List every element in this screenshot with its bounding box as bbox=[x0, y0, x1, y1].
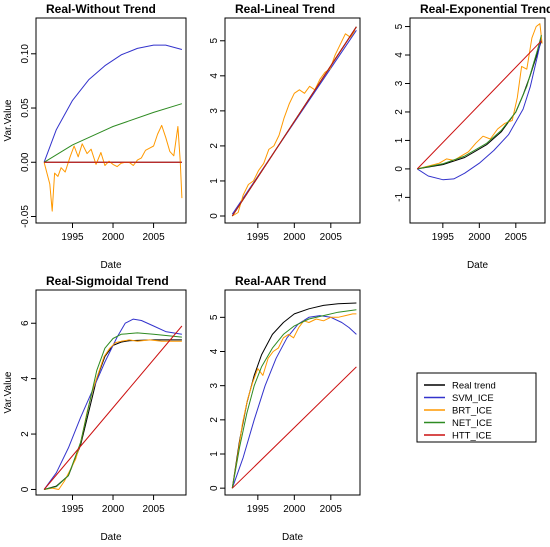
y-tick-label: 1 bbox=[209, 451, 220, 457]
y-axis-label: Var.Value bbox=[3, 99, 14, 141]
y-tick-label: 0 bbox=[20, 486, 31, 492]
series-line-svm-ice bbox=[43, 44, 183, 163]
legend-label: Real trend bbox=[452, 381, 496, 392]
series-line-svm-ice bbox=[231, 315, 357, 489]
y-tick-label: 0 bbox=[209, 213, 220, 219]
y-tick-label: 4 bbox=[209, 73, 220, 79]
x-tick-label: 1995 bbox=[61, 504, 84, 515]
y-tick-label: 4 bbox=[209, 348, 220, 354]
series-line-htt-ice bbox=[43, 325, 183, 490]
y-tick-label: 6 bbox=[20, 320, 31, 326]
y-tick-label: 2 bbox=[20, 431, 31, 437]
series-line-brt-ice bbox=[232, 30, 356, 217]
y-tick-label: 1 bbox=[209, 178, 220, 184]
x-tick-label: 1995 bbox=[247, 232, 270, 243]
plot-frame bbox=[35, 17, 187, 224]
x-tick-label: 2005 bbox=[320, 232, 343, 243]
x-tick-label: 2000 bbox=[468, 232, 491, 243]
legend-label: SVM_ICE bbox=[452, 393, 494, 404]
y-tick-label: 3 bbox=[209, 382, 220, 388]
series-line-brt-ice bbox=[231, 313, 357, 489]
series-line-brt-ice bbox=[43, 124, 183, 212]
chart-title: Real-Sigmoidal Trend bbox=[46, 274, 169, 288]
y-tick-label: -0.05 bbox=[20, 205, 31, 228]
y-tick-label: 3 bbox=[209, 108, 220, 114]
series-line-real-trend bbox=[43, 339, 182, 490]
y-tick-label: 0.00 bbox=[20, 152, 31, 172]
series-line-svm-ice bbox=[417, 37, 542, 181]
y-tick-label: 0.10 bbox=[20, 44, 31, 64]
x-axis-label: Date bbox=[100, 260, 122, 271]
series-line-brt-ice bbox=[417, 23, 543, 170]
chart-panel-5: Real-AAR Trend 1995 2000 2005 0 1 2 3 4 5 Date bbox=[209, 274, 361, 543]
x-axis-label: Date bbox=[282, 532, 304, 543]
legend-label: BRT_ICE bbox=[452, 406, 492, 417]
y-tick-label: 1 bbox=[394, 137, 405, 143]
y-tick-label: 4 bbox=[20, 375, 31, 381]
legend-label: NET_ICE bbox=[452, 418, 492, 429]
plot-frame bbox=[224, 17, 361, 224]
y-tick-label: -1 bbox=[394, 192, 405, 201]
y-axis-label: Var.Value bbox=[3, 371, 14, 413]
y-tick-label: 5 bbox=[209, 314, 220, 320]
series-line-htt-ice bbox=[231, 26, 357, 217]
series-line-net-ice bbox=[231, 309, 357, 489]
x-axis-label: Date bbox=[100, 532, 122, 543]
x-tick-label: 1995 bbox=[247, 504, 270, 515]
chart-panel-1: Real-Without Trend 1995 2000 2005 -0.05 0.00 0… bbox=[3, 2, 187, 271]
chart-title: Real-AAR Trend bbox=[235, 274, 326, 288]
x-tick-label: 2005 bbox=[142, 504, 165, 515]
chart-panel-3: Real-Exponential Trend 1995 2000 2005 -1 0 1 2 3… bbox=[394, 2, 550, 271]
x-tick-label: 2005 bbox=[320, 504, 343, 515]
x-tick-label: 2000 bbox=[102, 504, 125, 515]
x-tick-label: 1995 bbox=[61, 232, 84, 243]
x-tick-label: 1995 bbox=[432, 232, 455, 243]
chart-panel-4: Real-Sigmoidal Trend 1995 2000 2005 0 2 4 6 Date… bbox=[3, 274, 187, 543]
plot-frame bbox=[409, 17, 546, 224]
y-tick-label: 0 bbox=[209, 485, 220, 491]
series-line-net-ice bbox=[43, 103, 183, 163]
y-tick-label: 4 bbox=[394, 52, 405, 58]
series-line-svm-ice bbox=[43, 318, 182, 490]
x-tick-label: 2000 bbox=[102, 232, 125, 243]
y-tick-label: 3 bbox=[394, 80, 405, 86]
series-line-htt-ice bbox=[416, 40, 542, 170]
y-tick-label: 2 bbox=[209, 143, 220, 149]
x-tick-label: 2005 bbox=[505, 232, 528, 243]
x-axis-label: Date bbox=[467, 260, 489, 271]
series-line-net-ice bbox=[417, 34, 542, 170]
y-tick-label: 2 bbox=[209, 417, 220, 423]
chart-title: Real-Lineal Trend bbox=[235, 2, 335, 16]
legend-label: HTT_ICE bbox=[452, 431, 492, 442]
chart-title: Real-Exponential Trend bbox=[420, 2, 550, 16]
series-line-real-trend bbox=[231, 302, 357, 489]
x-tick-label: 2000 bbox=[283, 504, 306, 515]
y-tick-label: 5 bbox=[394, 23, 405, 29]
x-tick-label: 2005 bbox=[142, 232, 165, 243]
y-tick-label: 2 bbox=[394, 109, 405, 115]
chart-title: Real-Without Trend bbox=[46, 2, 156, 16]
y-tick-label: 5 bbox=[209, 38, 220, 44]
series-line-net-ice bbox=[43, 332, 182, 490]
chart-panel-2: Real-Lineal Trend 1995 2000 2005 0 1 2 3 4 5 bbox=[209, 2, 361, 243]
series-line-htt-ice bbox=[231, 366, 357, 489]
series-line-brt-ice bbox=[44, 339, 182, 490]
plot-frame bbox=[35, 289, 187, 496]
plot-frame bbox=[224, 289, 361, 496]
x-tick-label: 2000 bbox=[283, 232, 306, 243]
y-tick-label: 0 bbox=[394, 166, 405, 172]
y-tick-label: 0.05 bbox=[20, 98, 31, 118]
